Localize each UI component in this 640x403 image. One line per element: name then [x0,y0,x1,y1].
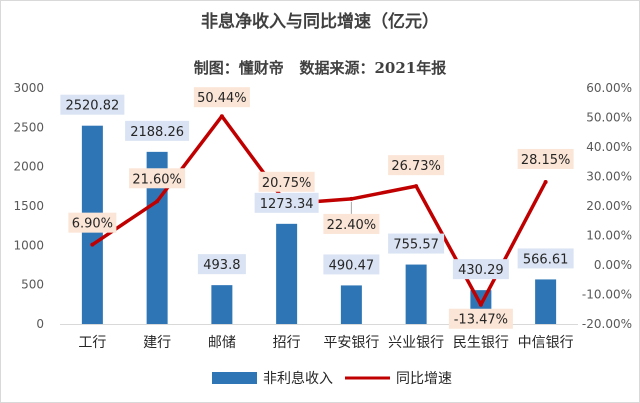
y-right-tick-label: 60.00% [586,81,632,95]
category-label: 兴业银行 [388,335,444,351]
line-data-label: 28.15% [521,153,571,168]
y-right-tick-label: 30.00% [586,170,632,184]
category-label: 平安银行 [323,335,379,351]
y-left-tick-label: 0 [36,317,44,331]
bar-data-label: 2188.26 [130,125,184,140]
line-data-label: 26.73% [391,159,441,174]
y-right-tick-label: 40.00% [586,140,632,154]
line-point [414,184,419,189]
bar-data-label: 566.61 [523,252,569,267]
category-label: 邮储 [208,335,236,351]
bar-data-label: 430.29 [458,263,504,278]
y-right-tick-label: -10.00% [582,288,632,302]
bar-data-label-box [323,254,380,275]
bar-data-label: 493.8 [203,258,240,273]
y-right-tick-label: -20.00% [582,317,632,331]
line-data-label-box [388,155,445,176]
legend-line-label: 同比增速 [396,371,452,387]
bar [211,285,233,324]
line-data-label: 50.44% [197,91,247,106]
line-point [90,242,95,247]
legend-bar-label: 非利息收入 [263,370,333,387]
bar-data-label-box [452,259,509,280]
line-point [478,302,483,307]
y-left-tick-label: 1000 [13,238,44,252]
line-point [155,199,160,204]
line-data-label-box [258,171,315,192]
category-label: 建行 [143,335,171,351]
y-right-tick-label: 50.00% [586,111,632,125]
bar-data-label-box [197,254,246,275]
bar-data-label: 490.47 [329,258,375,273]
y-left-tick-label: 2500 [13,120,44,134]
right-axis: -20.00% -10.00% 0.00% 10.00% 20.00% 30.00% 40.… [582,81,632,331]
category-label: 民生银行 [453,335,509,351]
category-label: 中信银行 [518,335,574,351]
line-data-label: 6.90% [72,217,113,232]
bar [340,285,362,324]
legend-bar-swatch [212,372,257,384]
bar [535,279,557,324]
y-right-tick-label: 10.00% [586,229,632,243]
bar-data-label-box [388,233,445,254]
data-labels: 2520.82 2188.26 493.8 1273.34 490.47 755.57 43… [60,87,574,329]
y-right-tick-label: 0.00% [594,258,632,272]
chart-title: 非息净收入与同比增速（亿元） [201,11,439,32]
line-data-label: 20.75% [262,176,312,191]
y-left-tick-label: 1500 [13,199,44,213]
line-data-label-box [323,213,380,234]
legend: 非利息收入 同比增速 [212,370,452,387]
line-point [349,196,354,201]
left-axis: 0 500 1000 1500 2000 2500 3000 [13,81,44,331]
bar [276,223,298,324]
line-data-label-box [129,168,186,189]
y-left-tick-label: 500 [21,278,44,292]
line-data-label: 21.60% [132,172,182,187]
y-right-tick-label: 20.00% [586,199,632,213]
bar-data-label: 755.57 [393,238,439,253]
bar-data-label-box [254,192,319,213]
y-left-tick-label: 2000 [13,160,44,174]
line-data-label-box [68,212,117,233]
line-point [543,179,548,184]
bar-data-label: 1273.34 [260,197,314,212]
line-data-label: 22.40% [327,218,377,233]
line-point [219,114,224,119]
line-data-label-box [448,308,513,329]
bar-data-label-box [60,94,125,115]
bar-data-label: 2520.82 [65,99,119,114]
line-data-label-box [517,148,574,169]
line-data-label-box [193,87,250,108]
chart-subtitle: 制图：懂财帝 数据来源：2021年报 [194,59,446,77]
bar-data-label-box [517,248,574,269]
line-data-label: -13.47% [454,313,508,328]
category-labels: 工行 建行 邮储 招行 平安银行 兴业银行 民生银行 中信银行 [78,335,573,351]
bar-data-label-box [125,120,190,141]
y-left-tick-label: 3000 [13,81,44,95]
category-label: 招行 [273,335,301,351]
bar [405,264,427,324]
category-label: 工行 [78,335,106,351]
